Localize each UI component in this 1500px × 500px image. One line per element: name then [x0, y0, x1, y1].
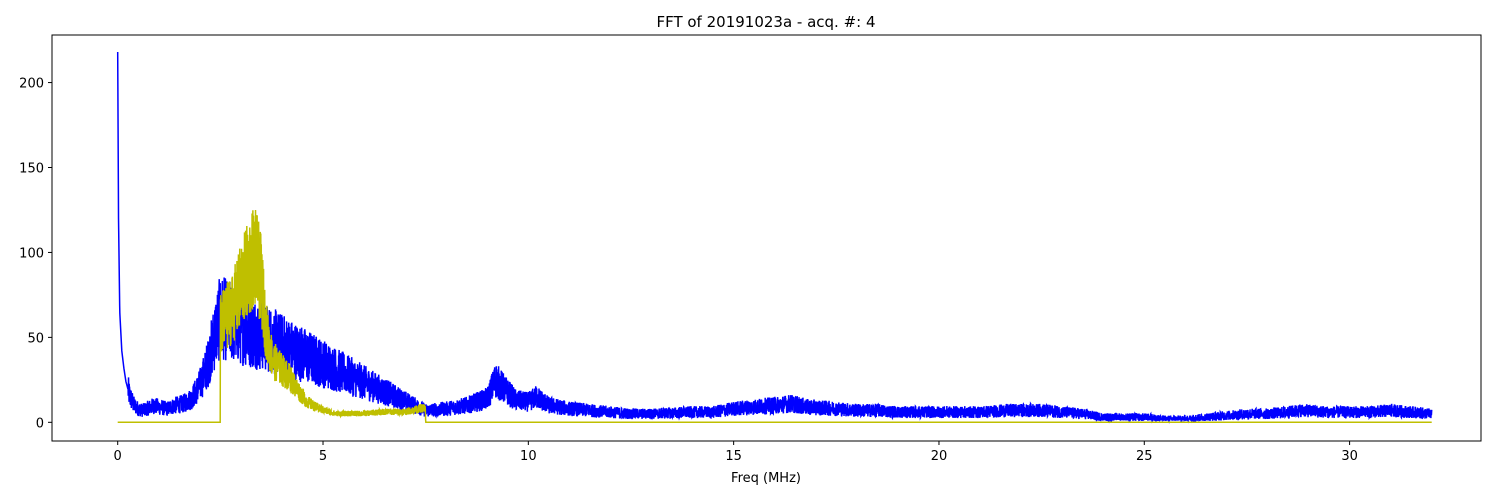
x-tick-label: 10: [520, 449, 537, 464]
x-tick-label: 0: [114, 449, 122, 464]
y-tick-label: 100: [19, 246, 44, 261]
axis-ticks: 0 5 10 15 20 25 30 0 50 100 150 200: [19, 77, 1358, 464]
x-tick-label: 20: [931, 449, 948, 464]
x-tick-label: 30: [1341, 449, 1358, 464]
y-tick-label: 150: [19, 162, 44, 177]
y-tick-label: 0: [36, 416, 44, 431]
series-filtered-line: [117, 209, 1432, 424]
axes-frame: [51, 34, 1482, 442]
x-tick-label: 25: [1136, 449, 1153, 464]
x-tick-label: 15: [725, 449, 742, 464]
y-tick-label: 50: [27, 331, 44, 346]
chart-title: FFT of 20191023a - acq. #: 4: [656, 13, 875, 31]
y-tick-label: 200: [19, 77, 44, 92]
series-spectrum-line: [116, 51, 1433, 424]
x-axis-label: Freq (MHz): [731, 471, 801, 486]
x-tick-label: 5: [319, 449, 327, 464]
plot-area: [116, 51, 1433, 424]
